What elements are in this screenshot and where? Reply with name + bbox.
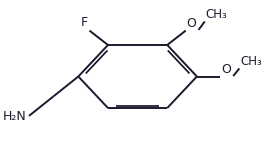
Text: O: O bbox=[221, 63, 231, 76]
Text: H₂N: H₂N bbox=[3, 110, 27, 123]
Text: CH₃: CH₃ bbox=[206, 8, 227, 21]
Text: CH₃: CH₃ bbox=[240, 55, 262, 68]
Text: O: O bbox=[186, 17, 196, 30]
Text: F: F bbox=[80, 16, 88, 29]
